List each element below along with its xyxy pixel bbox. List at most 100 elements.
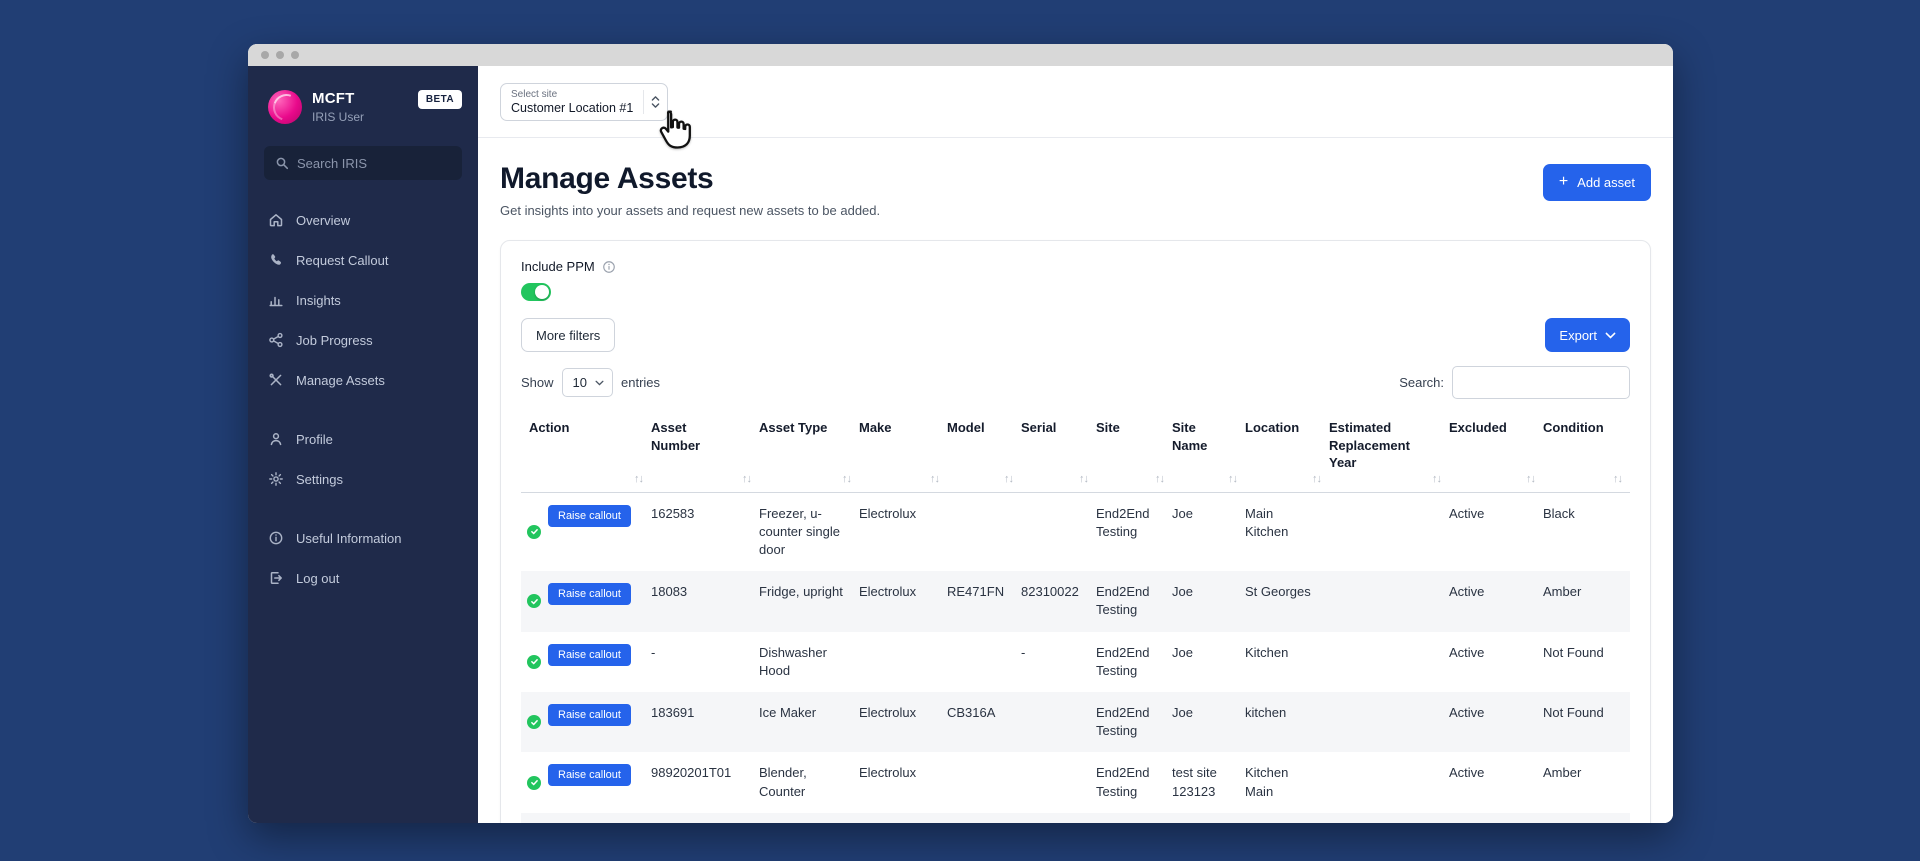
nav-label: Log out [296, 570, 340, 586]
home-icon [269, 214, 283, 227]
cell-excluded: Active [1449, 505, 1485, 521]
add-asset-button[interactable]: + Add asset [1542, 164, 1651, 201]
cell-serial: 09808 [1021, 813, 1096, 823]
assets-card: Include PPM More filters Export Show 10 [500, 240, 1651, 823]
phone-icon [271, 254, 281, 265]
search-input[interactable] [297, 155, 451, 171]
raise-callout-button[interactable]: Raise callout [548, 764, 631, 787]
page-size-value: 10 [572, 375, 587, 390]
column-header-model[interactable]: Model ↑↓ [947, 413, 1021, 493]
cell-serial: - [1021, 644, 1026, 660]
search-icon [276, 157, 289, 170]
cell-action: Raise callout [521, 492, 651, 571]
sidebar-item-request-callout[interactable]: Request Callout [248, 240, 478, 280]
window-control-dot[interactable] [291, 51, 299, 59]
sidebar-item-job-progress[interactable]: Job Progress [248, 320, 478, 360]
sort-icon[interactable]: ↑↓ [930, 472, 940, 485]
cell-make: Electrolux [859, 765, 917, 781]
sidebar-item-settings[interactable]: Settings [248, 459, 478, 499]
sidebar-item-useful-information[interactable]: Useful Information [248, 518, 478, 558]
cell-site-name: test site 123123 [1172, 765, 1217, 799]
cell-model [947, 632, 1021, 692]
export-button[interactable]: Export [1545, 318, 1630, 352]
sidebar-item-log-out[interactable]: Log out [248, 558, 478, 598]
cell-model [947, 492, 1021, 571]
table-row: Raise callout12349281ColdroomFosterFW109… [521, 812, 1630, 823]
sort-icon[interactable]: ↑↓ [1004, 472, 1014, 485]
cell-estimated-replacement-year [1329, 813, 1449, 823]
cell-asset-number: 18083 [651, 584, 688, 600]
window-control-dot[interactable] [276, 51, 284, 59]
cell-site: End2End Testing [1096, 704, 1150, 739]
column-header-asset-type[interactable]: Asset Type ↑↓ [759, 413, 859, 493]
sort-icon[interactable]: ↑↓ [634, 472, 644, 485]
sidebar-search[interactable] [264, 146, 462, 180]
sort-icon[interactable]: ↑↓ [842, 472, 852, 485]
toggle-knob [535, 285, 549, 299]
raise-callout-button[interactable]: Raise callout [548, 703, 631, 726]
column-header-action[interactable]: Action ↑↓ [521, 413, 651, 493]
cell-asset-type: Dishwasher Hood [759, 644, 827, 678]
sidebar-item-profile[interactable]: Profile [248, 419, 478, 459]
raise-callout-button[interactable]: Raise callout [548, 504, 631, 527]
sidebar-item-overview[interactable]: Overview [248, 200, 478, 240]
sort-icon[interactable]: ↑↓ [1155, 472, 1165, 485]
status-ok-icon [527, 775, 541, 790]
column-header-site-name[interactable]: Site Name ↑↓ [1172, 413, 1245, 493]
sort-icon[interactable]: ↑↓ [1432, 472, 1442, 485]
table-row: Raise callout 183691 Ice Maker Electrolux CB… [521, 691, 1630, 753]
column-header-estimated-replacement-year[interactable]: Estimated Replacement Year ↑↓ [1329, 413, 1449, 493]
site-selector-bar: Select site Customer Location #1 [478, 66, 1673, 138]
raise-callout-button[interactable]: Raise callout [548, 643, 631, 666]
chevron-down-icon [595, 380, 604, 386]
column-header-asset-number[interactable]: Asset Number ↑↓ [651, 413, 759, 493]
page-subtitle: Get insights into your assets and reques… [500, 203, 881, 218]
add-asset-label: Add asset [1577, 175, 1635, 190]
selected-site-value: Customer Location #1 [511, 100, 634, 115]
info-icon[interactable] [602, 260, 616, 274]
sort-icon[interactable]: ↑↓ [1079, 472, 1089, 485]
site-select[interactable]: Select site Customer Location #1 [500, 82, 668, 121]
sort-icon[interactable]: ↑↓ [1613, 472, 1623, 485]
raise-callout-button[interactable]: Raise callout [548, 583, 631, 606]
include-ppm-toggle[interactable] [521, 283, 551, 301]
cell-make: Foster [859, 813, 947, 823]
window-titlebar [248, 44, 1673, 66]
bar-chart-icon [269, 296, 283, 307]
sidebar-item-insights[interactable]: Insights [248, 280, 478, 320]
cell-asset-number: - [651, 644, 656, 660]
cell-site-name: Joe [1172, 704, 1193, 720]
column-label: Site [1096, 420, 1120, 435]
cell-excluded: Active [1449, 704, 1485, 720]
sort-icon[interactable]: ↑↓ [742, 472, 752, 485]
column-label: Make [859, 420, 892, 435]
column-label: Location [1245, 420, 1300, 435]
cell-condition: Black [1543, 505, 1575, 521]
column-header-site[interactable]: Site ↑↓ [1096, 413, 1172, 493]
sort-icon[interactable]: ↑↓ [1228, 472, 1238, 485]
sort-icon[interactable]: ↑↓ [1312, 472, 1322, 485]
column-header-make[interactable]: Make ↑↓ [859, 413, 947, 493]
nav-label: Job Progress [296, 332, 373, 348]
table-search-label: Search: [1399, 375, 1444, 390]
cell-model: CB316A [947, 704, 996, 720]
cell-excluded: Active [1449, 813, 1543, 823]
column-header-excluded[interactable]: Excluded ↑↓ [1449, 413, 1543, 493]
more-filters-button[interactable]: More filters [521, 318, 616, 352]
sidebar: MCFT IRIS User BETA Overview Request Cal… [248, 66, 478, 823]
cell-estimated-replacement-year [1329, 632, 1449, 692]
column-header-location[interactable]: Location ↑↓ [1245, 413, 1329, 493]
cell-asset-type: Blender, Counter [759, 765, 807, 799]
chevron-down-icon [1605, 332, 1616, 339]
column-header-serial[interactable]: Serial ↑↓ [1021, 413, 1096, 493]
status-ok-icon [527, 654, 541, 669]
page-size-select[interactable]: 10 [561, 368, 613, 397]
table-search-input[interactable] [1452, 366, 1630, 399]
window-control-dot[interactable] [261, 51, 269, 59]
sort-icon[interactable]: ↑↓ [1526, 472, 1536, 485]
table-row: Raise callout 18083 Fridge, upright Electro… [521, 571, 1630, 632]
cell-asset-number: 98920201T01 [651, 765, 732, 781]
column-header-condition[interactable]: Condition ↑↓ [1543, 413, 1630, 493]
sidebar-item-manage-assets[interactable]: Manage Assets [248, 360, 478, 400]
